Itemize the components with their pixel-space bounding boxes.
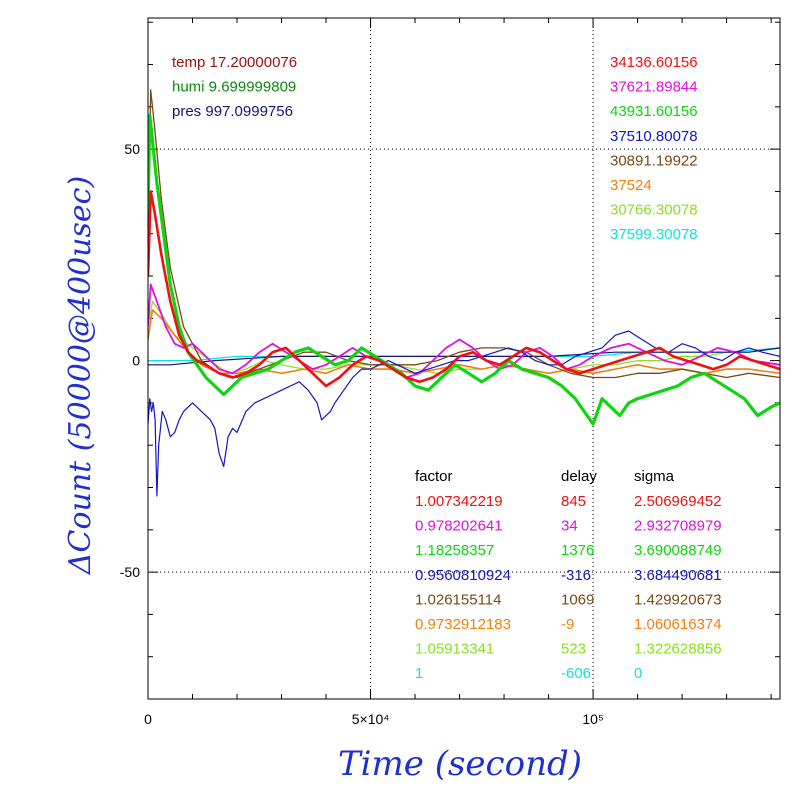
table-cell-delay: -9 bbox=[561, 616, 574, 633]
mean-value: 43931.60156 bbox=[610, 103, 698, 120]
table-cell-delay: 1376 bbox=[561, 542, 594, 559]
tick-labels: 50 0 -50 0 5×10⁴ 10⁵ bbox=[120, 141, 604, 727]
env-reading: humi 9.699999809 bbox=[172, 79, 296, 96]
mean-value: 30891.19922 bbox=[610, 152, 698, 169]
table-cell-sigma: 1.322628856 bbox=[634, 641, 722, 658]
table-header-sigma: sigma bbox=[634, 468, 675, 485]
table-cell-factor: 0.978202641 bbox=[415, 518, 503, 535]
series-line-6 bbox=[148, 330, 780, 497]
plot-frame bbox=[147, 17, 781, 700]
table-cell-delay: 523 bbox=[561, 641, 586, 658]
table-cell-factor: 0.9560810924 bbox=[415, 567, 511, 584]
env-reading: pres 997.0999756 bbox=[172, 103, 293, 120]
mean-value: 37510.80078 bbox=[610, 128, 698, 145]
series-line-7 bbox=[148, 113, 780, 426]
table-header-delay: delay bbox=[561, 468, 597, 485]
y-tick-label: -50 bbox=[120, 564, 140, 580]
table-cell-sigma: 3.690088749 bbox=[634, 542, 722, 559]
y-axis-label: ΔCount (50000@400usec) bbox=[63, 176, 98, 575]
table-cell-delay: 845 bbox=[561, 493, 586, 510]
series-line-8 bbox=[148, 190, 780, 388]
series-line-5 bbox=[148, 283, 780, 379]
plot-area bbox=[148, 89, 780, 497]
x-tick-label: 0 bbox=[144, 711, 152, 727]
table-cell-factor: 1.026155114 bbox=[415, 591, 501, 608]
table-cell-factor: 0.9732912183 bbox=[415, 616, 511, 633]
table-cell-sigma: 2.506969452 bbox=[634, 493, 722, 510]
x-tick-label: 10⁵ bbox=[582, 711, 603, 727]
mean-value: 30766.30078 bbox=[610, 202, 698, 219]
series-lines bbox=[148, 89, 780, 497]
table-cell-sigma: 1.060616374 bbox=[634, 616, 722, 633]
y-tick-label: 0 bbox=[132, 353, 140, 369]
env-reading: temp 17.20000076 bbox=[172, 54, 297, 71]
mean-value: 37524 bbox=[610, 177, 652, 194]
mean-value: 34136.60156 bbox=[610, 54, 698, 71]
table-cell-factor: 1.007342219 bbox=[415, 493, 503, 510]
table-cell-delay: 1069 bbox=[561, 591, 594, 608]
table-header-factor: factor bbox=[415, 468, 453, 485]
table-cell-sigma: 0 bbox=[634, 665, 642, 682]
x-axis-label: Time (second) bbox=[338, 744, 582, 784]
x-tick-label: 5×10⁴ bbox=[352, 711, 390, 727]
table-cell-factor: 1.05913341 bbox=[415, 641, 494, 658]
table-cell-factor: 1.18258357 bbox=[415, 542, 494, 559]
table-cell-delay: -606 bbox=[561, 665, 591, 682]
table-cell-sigma: 2.932708979 bbox=[634, 518, 722, 535]
y-tick-label: 50 bbox=[124, 141, 140, 157]
table-cell-delay: 34 bbox=[561, 518, 578, 535]
mean-value: 37621.89844 bbox=[610, 79, 698, 96]
axis-ticks bbox=[148, 18, 780, 699]
series-line-4 bbox=[148, 89, 780, 379]
table-cell-factor: 1 bbox=[415, 665, 423, 682]
table-cell-sigma: 1.429920673 bbox=[634, 591, 722, 608]
table-cell-delay: -316 bbox=[561, 567, 591, 584]
series-line-3 bbox=[148, 309, 780, 375]
mean-value: 37599.30078 bbox=[610, 226, 698, 243]
table-cell-sigma: 3.684490681 bbox=[634, 567, 722, 584]
annotations: temp 17.20000076 humi 9.699999809 pres 997… bbox=[172, 54, 722, 682]
